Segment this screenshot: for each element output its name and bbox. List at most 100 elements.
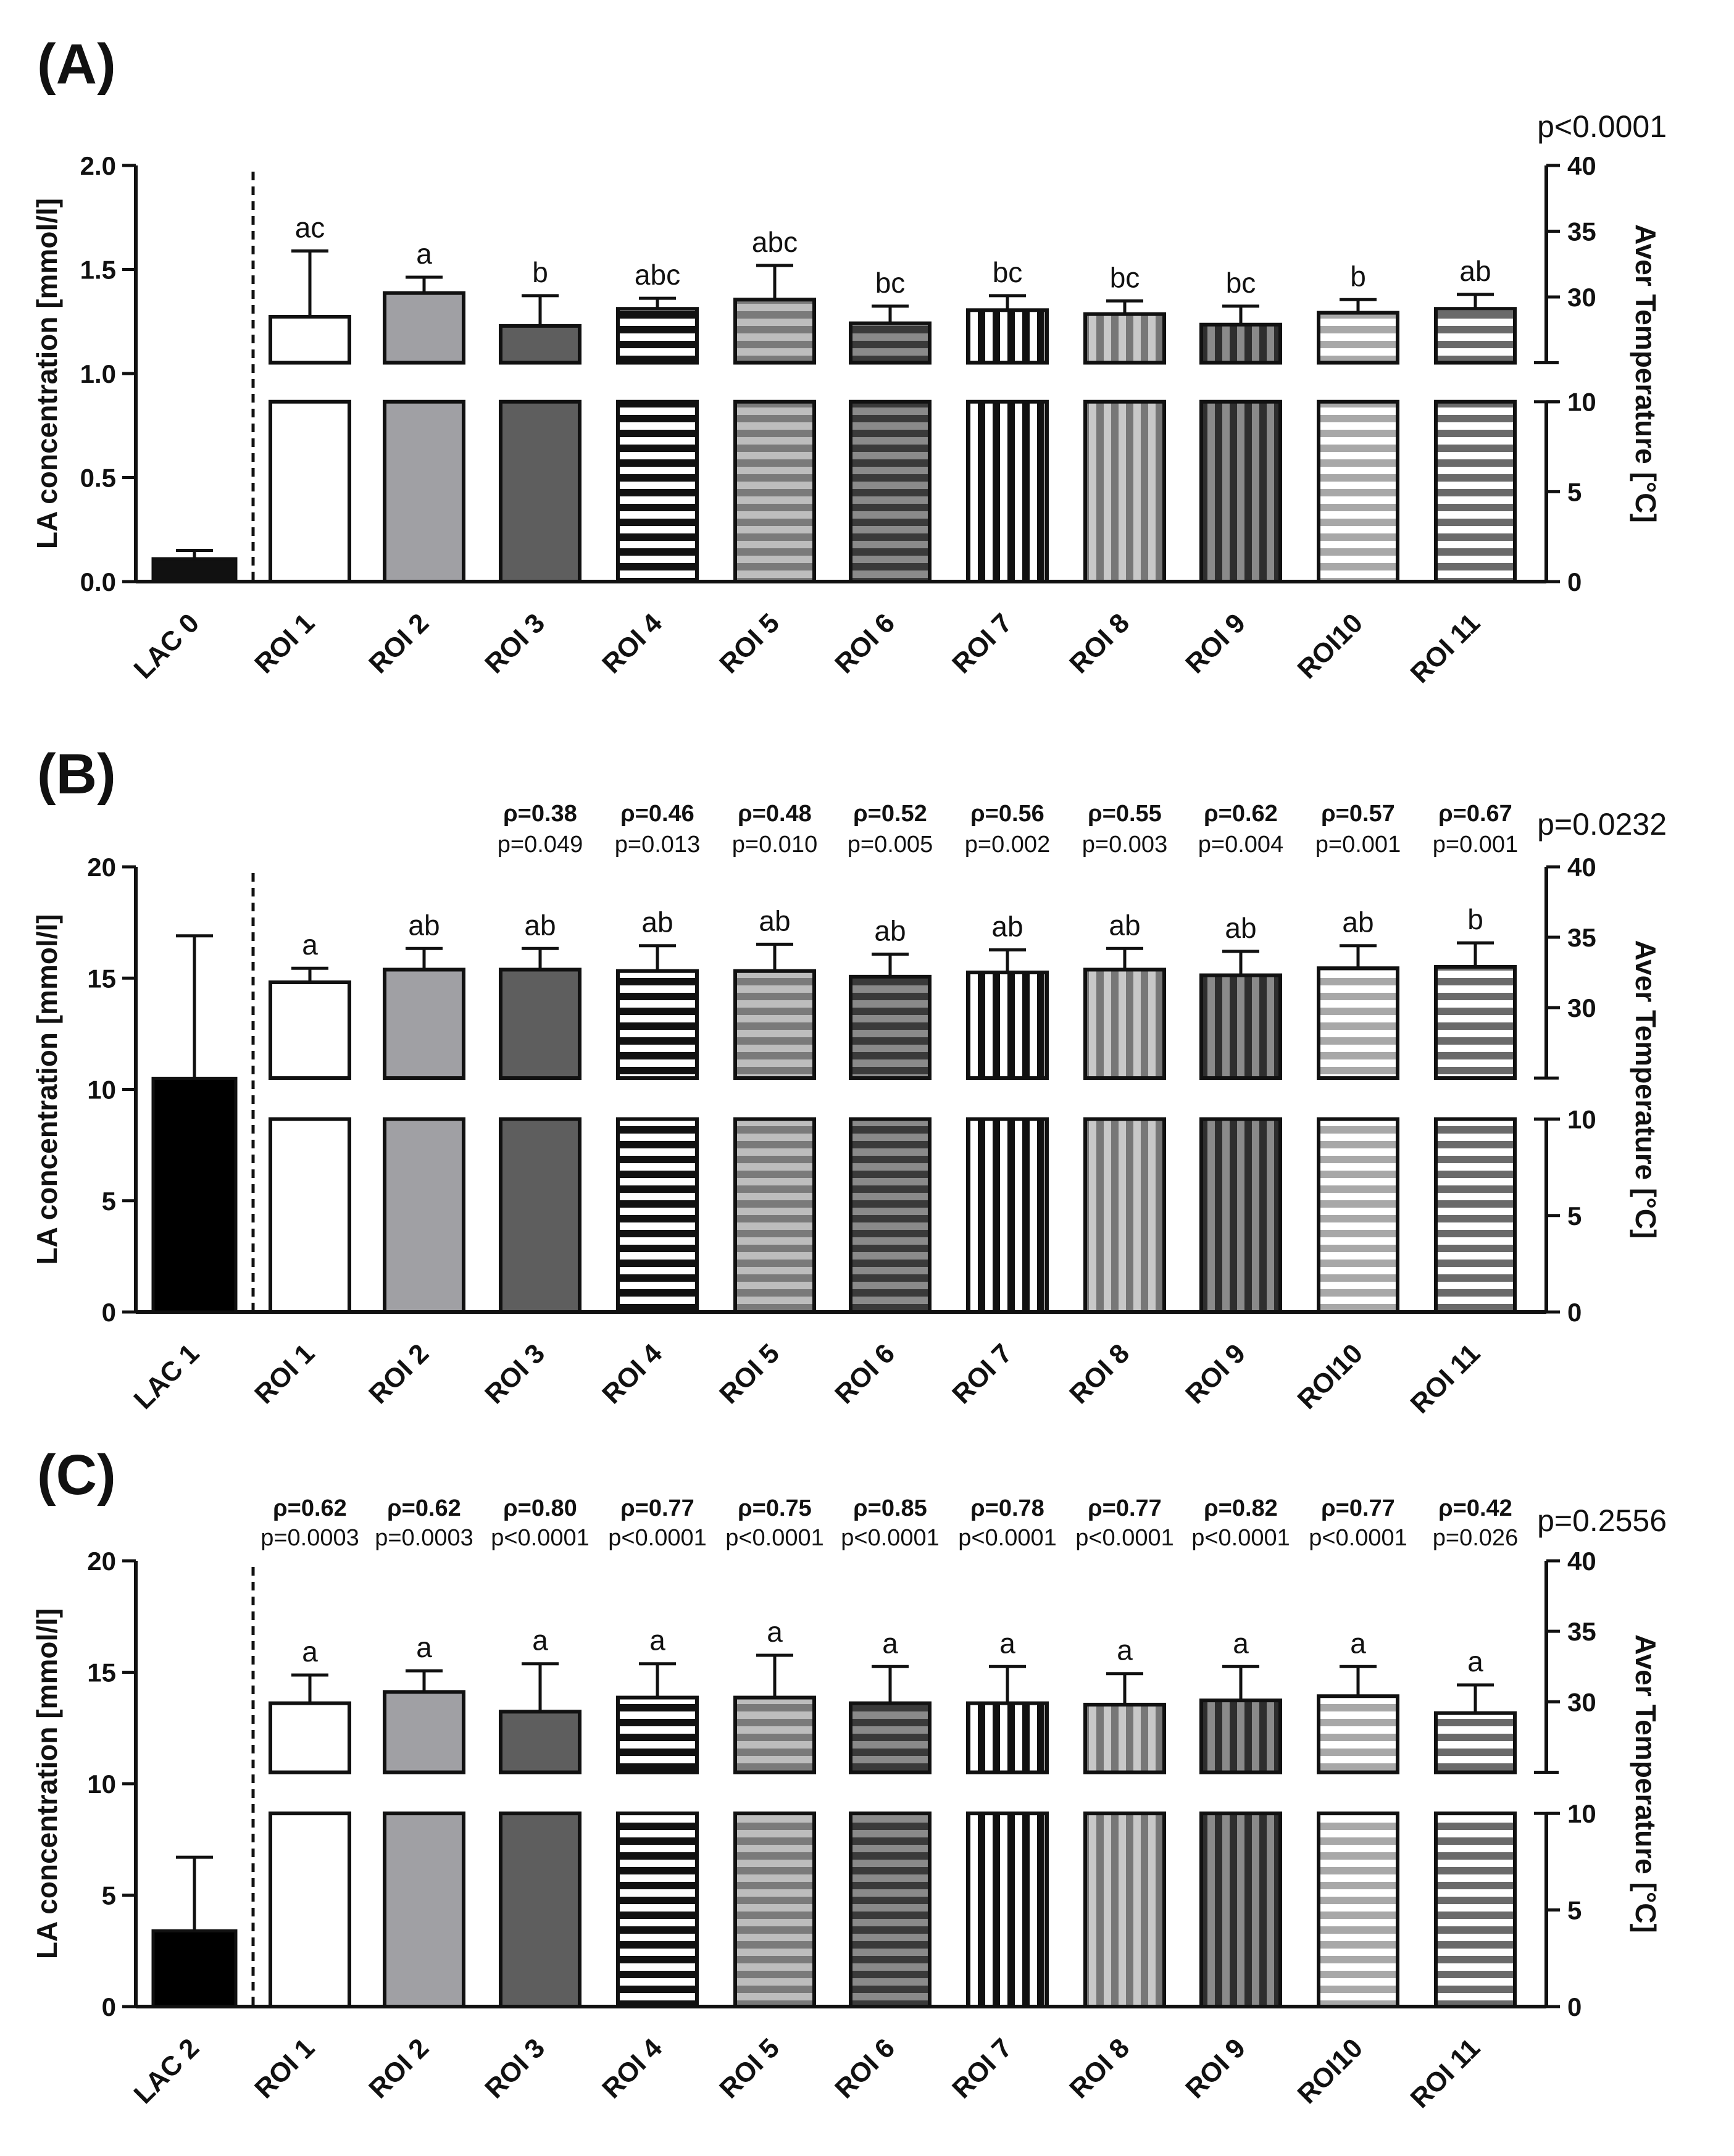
rho-label: ρ=0.52	[853, 801, 927, 827]
significance-label: a	[1233, 1627, 1249, 1659]
roi-bar-lower	[616, 1117, 699, 1314]
left-axis-title: LA concentration [mmol/l]	[31, 914, 63, 1264]
roi-p-value: p=0.0003	[261, 1525, 359, 1551]
left-tick-label: 15	[87, 1658, 116, 1687]
right-tick-label: 40	[1567, 853, 1596, 882]
left-tick-label: 10	[87, 1770, 116, 1799]
roi-p-value: p=0.004	[1198, 832, 1283, 858]
roi-bar-lower	[499, 1117, 581, 1314]
significance-label: a	[882, 1627, 898, 1659]
category-label: ROI 1	[249, 1338, 320, 1410]
significance-label: ab	[408, 909, 440, 941]
category-label: ROI 9	[1180, 608, 1251, 679]
roi-bar-upper	[499, 1710, 581, 1774]
roi-bar-upper	[269, 314, 351, 365]
significance-label: a	[649, 1624, 665, 1657]
roi-bar-upper	[1317, 966, 1399, 1080]
roi-bar-upper	[733, 969, 816, 1080]
roi-bar-upper	[1083, 312, 1166, 365]
category-label: ROI 4	[596, 608, 668, 679]
right-tick-label: 5	[1567, 1896, 1582, 1925]
roi-p-value: p=0.001	[1433, 832, 1518, 858]
roi-bar-lower	[616, 1811, 699, 2009]
significance-label: a	[532, 1624, 548, 1657]
rho-label: ρ=0.62	[1204, 801, 1278, 827]
roi-bar-upper	[966, 971, 1049, 1080]
overall-p-value: p=0.2556	[1537, 1503, 1667, 1538]
significance-label: ab	[524, 909, 556, 941]
roi-bar-upper	[1317, 311, 1399, 365]
right-axis-title: Aver Temperature [°C]	[1630, 940, 1662, 1239]
roi-bar-upper	[966, 1701, 1049, 1774]
significance-label: a	[1467, 1645, 1483, 1678]
category-label: ROI 11	[1405, 2033, 1486, 2113]
roi-p-value: p=0.026	[1433, 1525, 1518, 1551]
rho-label: ρ=0.62	[387, 1495, 461, 1521]
left-tick-label: 20	[87, 1547, 116, 1576]
roi-p-value: p=0.013	[615, 832, 700, 858]
left-axis-title: LA concentration [mmol/l]	[31, 198, 63, 549]
roi-bar-upper	[1434, 1711, 1517, 1774]
roi-bar-upper	[849, 974, 932, 1080]
roi-bar-upper	[1434, 964, 1517, 1080]
roi-bar-upper	[383, 967, 465, 1080]
category-label: ROI 2	[363, 608, 435, 679]
roi-bar-upper	[269, 1701, 351, 1774]
lac-label: LAC 0	[128, 608, 206, 685]
rho-label: ρ=0.85	[853, 1495, 927, 1521]
rho-label: ρ=0.75	[738, 1495, 812, 1521]
lac-bar	[151, 1076, 238, 1314]
significance-label: a	[416, 238, 432, 270]
roi-bar-upper	[616, 969, 699, 1080]
roi-bar-lower	[499, 399, 581, 583]
significance-label: ab	[1342, 906, 1373, 938]
roi-p-value: p<0.0001	[841, 1525, 940, 1551]
left-tick-label: 20	[87, 853, 116, 882]
significance-label: ab	[641, 906, 673, 938]
category-label: ROI 8	[1064, 1338, 1135, 1410]
category-label: ROI 5	[714, 608, 785, 679]
roi-bar-upper	[383, 1690, 465, 1774]
category-label: ROI10	[1291, 608, 1369, 685]
right-axis-title: Aver Temperature [°C]	[1630, 224, 1662, 523]
roi-p-value: p<0.0001	[1075, 1525, 1174, 1551]
roi-bar-lower	[966, 1811, 1049, 2009]
right-tick-label: 35	[1567, 923, 1596, 952]
roi-bar-lower	[1199, 1117, 1282, 1314]
significance-label: a	[302, 929, 318, 961]
significance-label: ab	[991, 911, 1023, 943]
roi-bar-lower	[1317, 1811, 1399, 2009]
left-axis-title: LA concentration [mmol/l]	[31, 1608, 63, 1959]
roi-bar-upper	[499, 967, 581, 1080]
roi-bar-lower	[849, 1117, 932, 1314]
roi-bar-lower	[383, 1117, 465, 1314]
roi-bar-lower	[1199, 399, 1282, 583]
rho-label: ρ=0.62	[273, 1495, 347, 1521]
left-tick-label: 2.0	[80, 151, 116, 180]
significance-label: b	[532, 256, 548, 288]
category-label: ROI 8	[1064, 2033, 1135, 2104]
roi-p-value: p<0.0001	[1309, 1525, 1407, 1551]
rho-label: ρ=0.55	[1088, 801, 1162, 827]
category-label: ROI 9	[1180, 1338, 1251, 1410]
significance-label: a	[1117, 1634, 1133, 1666]
category-label: ROI 3	[479, 2033, 551, 2104]
roi-p-value: p<0.0001	[608, 1525, 707, 1551]
significance-label: b	[1467, 903, 1483, 935]
left-tick-label: 0	[102, 1992, 116, 2021]
rho-label: ρ=0.38	[503, 801, 577, 827]
roi-bar-lower	[269, 1811, 351, 2009]
category-label: ROI 4	[596, 2033, 668, 2104]
roi-bar-lower	[849, 399, 932, 583]
significance-label: ac	[295, 211, 325, 243]
significance-label: a	[767, 1616, 783, 1648]
significance-label: a	[999, 1627, 1015, 1659]
rho-label: ρ=0.56	[970, 801, 1044, 827]
roi-bar-upper	[1199, 322, 1282, 365]
roi-bar-lower	[499, 1811, 581, 2009]
significance-label: b	[1350, 260, 1366, 292]
significance-label: ab	[1109, 909, 1140, 941]
category-label: ROI10	[1291, 1338, 1369, 1415]
right-tick-label: 0	[1567, 567, 1582, 596]
